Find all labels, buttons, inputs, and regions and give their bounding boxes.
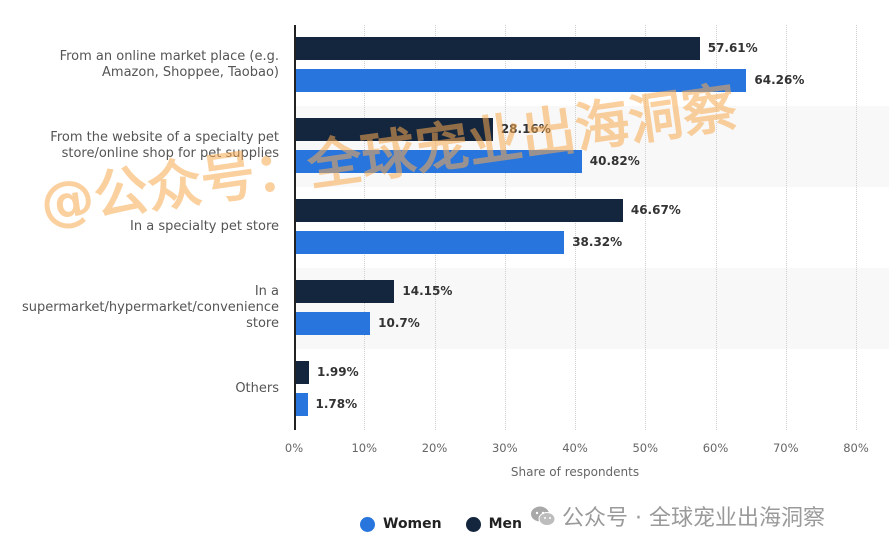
wechat-watermark: 公众号 · 全球宠业出海洞察 — [530, 500, 825, 532]
legend-women-marker — [360, 516, 375, 532]
gridline — [434, 25, 436, 430]
category-label: From the website of a specialty pet store… — [50, 130, 279, 161]
x-axis-label: Share of respondents — [510, 465, 640, 479]
value-label-men: 28.16% — [500, 122, 551, 136]
x-tick-label: 40% — [562, 441, 588, 455]
value-label-women: 1.78% — [315, 397, 358, 411]
y-axis-line — [294, 25, 296, 430]
value-label-women: 64.26% — [754, 73, 805, 87]
bar-women[interactable] — [295, 69, 747, 92]
bar-men[interactable] — [295, 361, 309, 384]
gridline — [575, 25, 576, 430]
category-label: In a specialty pet store — [130, 219, 279, 234]
value-label-men: 1.99% — [316, 365, 359, 379]
x-tick-label: 60% — [702, 441, 729, 455]
gridline — [785, 25, 787, 430]
category-label: From an online market place (e.g. Amazon,… — [59, 49, 279, 80]
gridline — [504, 25, 506, 430]
x-tick-label: 50% — [632, 441, 659, 455]
legend: Women Men — [360, 516, 522, 532]
legend-women-label[interactable]: Women — [383, 516, 442, 532]
x-tick-label: 80% — [843, 441, 869, 455]
bar-women[interactable] — [295, 312, 371, 335]
wechat-icon — [531, 506, 556, 526]
bar-men[interactable] — [295, 118, 493, 141]
x-tick-label: 20% — [421, 441, 448, 455]
value-label-women: 38.32% — [572, 235, 623, 249]
bar-women[interactable] — [295, 393, 308, 416]
watermark-text: 公众号 · 全球宠业出海洞察 — [562, 506, 825, 531]
gridline — [364, 25, 366, 430]
category-label: In a supermarket/hypermarket/convenience s… — [22, 284, 279, 331]
category-label: Others — [235, 381, 279, 396]
value-label-men: 57.61% — [707, 41, 758, 55]
gridline — [856, 25, 857, 430]
value-label-women: 40.82% — [589, 154, 640, 168]
row-band — [294, 349, 889, 430]
value-label-women: 10.7% — [378, 316, 420, 330]
legend-men-marker — [465, 516, 481, 532]
gridline — [715, 25, 717, 430]
bar-men[interactable] — [295, 37, 700, 60]
chart-plot-area: 57.61% 64.26% 28.16% 40.82% 46.67% 38.32% 14.1… — [294, 25, 889, 430]
bar-women[interactable] — [295, 231, 565, 254]
x-tick-label: 10% — [351, 441, 378, 455]
x-tick-label: 70% — [772, 441, 799, 455]
value-label-men: 14.15% — [402, 284, 453, 298]
x-tick-label: 30% — [491, 441, 518, 455]
gridline — [645, 25, 647, 430]
legend-men-label[interactable]: Men — [488, 516, 523, 532]
x-tick-label: 0% — [284, 441, 304, 455]
bar-men[interactable] — [295, 199, 623, 222]
bar-men[interactable] — [295, 280, 395, 303]
bar-women[interactable] — [295, 150, 582, 173]
value-label-men: 46.67% — [630, 203, 681, 217]
